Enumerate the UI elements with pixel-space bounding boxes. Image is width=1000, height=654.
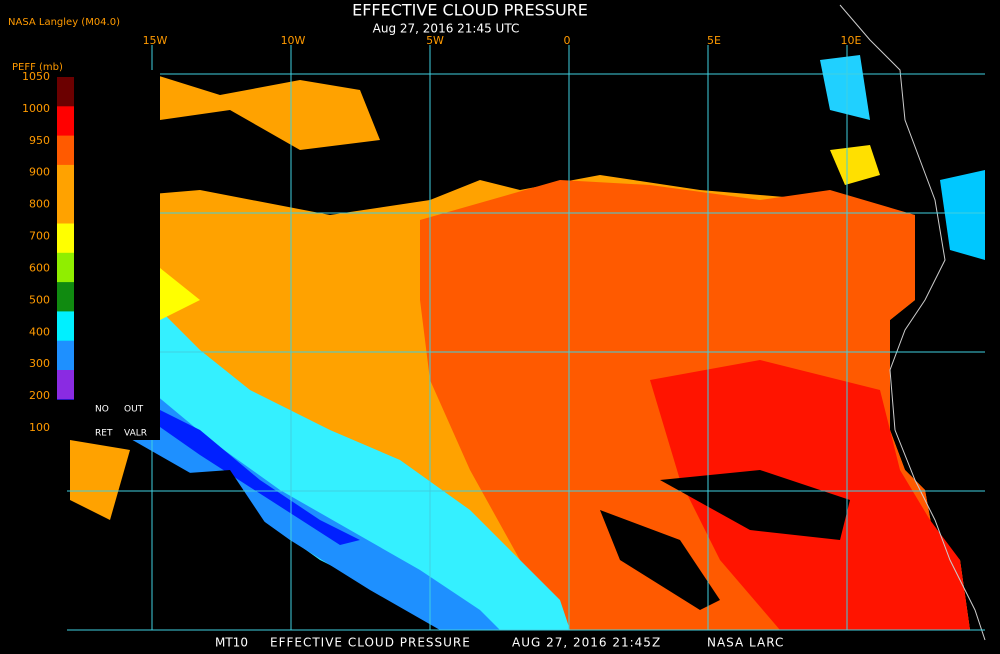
- longitude-label: 15W: [143, 34, 168, 47]
- footer-title: EFFECTIVE CLOUD PRESSURE: [270, 636, 471, 650]
- legend-label: 500: [29, 293, 50, 306]
- legend-label: 400: [29, 325, 50, 338]
- legend-label: 300: [29, 357, 50, 370]
- legend-note: RET: [95, 429, 113, 439]
- legend-label: 200: [29, 389, 50, 402]
- legend-swatch: [57, 223, 74, 254]
- longitude-label: 10W: [281, 34, 306, 47]
- legend-label: 1050: [22, 70, 50, 83]
- coastline: [839, 4, 986, 641]
- legend-swatch: [57, 340, 74, 371]
- legend-label: 800: [29, 198, 50, 211]
- footer-agency: NASA LARC: [707, 636, 784, 650]
- legend-swatch: [57, 282, 74, 312]
- legend-note: NO: [95, 405, 109, 415]
- cloud-patch: [70, 440, 130, 520]
- legend-label: 1000: [22, 102, 50, 115]
- footer-product: MT10: [215, 636, 248, 650]
- high-cloud-top: [140, 400, 360, 545]
- longitude-label: 10E: [841, 34, 862, 47]
- legend-label: 700: [29, 230, 50, 243]
- high-cloud-band: [80, 300, 570, 630]
- date: Aug 27, 2016 21:45 UTC: [373, 22, 520, 36]
- legend-note: VALR: [124, 429, 147, 439]
- legend-swatch: [57, 135, 74, 166]
- legend-label: 600: [29, 261, 50, 274]
- title: EFFECTIVE CLOUD PRESSURE: [352, 1, 588, 20]
- legend-swatch: [57, 370, 74, 400]
- legend-label: 100: [29, 421, 50, 434]
- legend-note: OUT: [124, 405, 144, 415]
- legend-swatch: [57, 311, 74, 342]
- legend-label: 950: [29, 134, 50, 147]
- legend-swatch: [57, 164, 74, 195]
- longitude-label: 0: [564, 34, 571, 47]
- legend-swatch: [57, 194, 74, 224]
- longitude-label: 5W: [426, 34, 444, 47]
- legend-swatch: [57, 252, 74, 283]
- cloud-patch: [830, 145, 880, 185]
- cloud-patch: [940, 170, 985, 260]
- footer-date: AUG 27, 2016 21:45Z: [512, 636, 661, 650]
- longitude-label: 5E: [707, 34, 721, 47]
- legend-swatch: [57, 106, 74, 137]
- source-label: NASA Langley (M04.0): [8, 17, 120, 28]
- clear-area: [90, 470, 300, 630]
- legend-title: PEFF (mb): [12, 62, 63, 73]
- legend-label: 900: [29, 166, 50, 179]
- clear-gap: [600, 510, 720, 610]
- legend-swatch: [57, 77, 74, 107]
- cloud-patch: [820, 55, 870, 120]
